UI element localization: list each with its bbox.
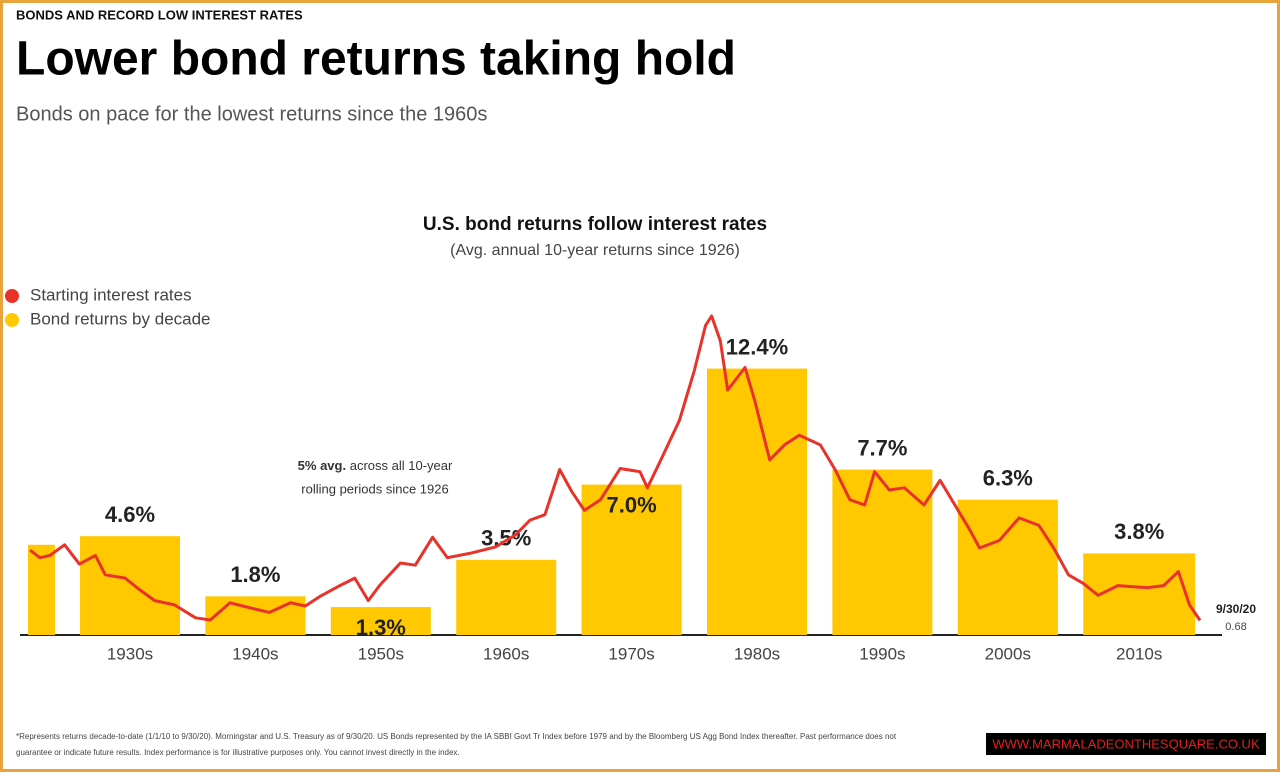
x-tick-label: 1930s bbox=[107, 644, 153, 663]
value-label: 7.0% bbox=[607, 492, 657, 517]
watermark: WWW.MARMALADEONTHESQUARE.CO.UK bbox=[992, 736, 1260, 751]
avg-note-bold: 5% avg. bbox=[298, 458, 346, 473]
avg-note-text: across all 10-year bbox=[350, 458, 453, 473]
value-label: 1.8% bbox=[230, 562, 280, 587]
bar bbox=[80, 536, 180, 635]
legend-swatch bbox=[5, 289, 19, 303]
legend-label: Bond returns by decade bbox=[30, 309, 211, 328]
subtitle: Bonds on pace for the lowest returns sin… bbox=[16, 103, 487, 125]
x-tick-label: 1950s bbox=[358, 644, 404, 663]
avg-note: 5% avg. across all 10-year bbox=[298, 458, 453, 473]
x-tick-label: 1980s bbox=[734, 644, 780, 663]
x-tick-label: 1990s bbox=[859, 644, 905, 663]
value-label: 4.6% bbox=[105, 502, 155, 527]
watermark-box bbox=[986, 733, 1266, 755]
chart-title: U.S. bond returns follow interest rates bbox=[423, 214, 767, 235]
kicker: BONDS AND RECORD LOW INTEREST RATES bbox=[16, 7, 303, 22]
footnote: guarantee or indicate future results. In… bbox=[16, 748, 460, 757]
end-value: 0.68 bbox=[1225, 621, 1246, 633]
avg-note-line2: rolling periods since 1926 bbox=[301, 481, 448, 496]
bar bbox=[330, 607, 431, 635]
x-tick-label: 1960s bbox=[483, 644, 529, 663]
bar bbox=[581, 484, 682, 635]
x-tick-label: 2010s bbox=[1116, 644, 1162, 663]
headline: Lower bond returns taking hold bbox=[16, 33, 736, 86]
bar bbox=[28, 544, 55, 635]
chart-subtitle: (Avg. annual 10-year returns since 1926) bbox=[450, 242, 740, 259]
footnote: *Represents returns decade-to-date (1/1/… bbox=[16, 732, 897, 741]
date-note: 9/30/20 bbox=[1216, 602, 1256, 616]
value-label: 12.4% bbox=[726, 334, 788, 359]
value-label: 3.5% bbox=[481, 526, 531, 551]
legend-swatch bbox=[5, 313, 19, 327]
bar bbox=[456, 559, 557, 635]
value-label: 7.7% bbox=[857, 435, 907, 460]
legend-label: Starting interest rates bbox=[30, 285, 192, 304]
value-label: 1.3% bbox=[356, 615, 406, 640]
x-tick-label: 1970s bbox=[608, 644, 654, 663]
bar bbox=[957, 499, 1058, 635]
rate-line bbox=[29, 314, 1202, 622]
value-label: 3.8% bbox=[1114, 519, 1164, 544]
value-label: 6.3% bbox=[983, 465, 1033, 490]
x-tick-label: 1940s bbox=[232, 644, 278, 663]
x-tick-label: 2000s bbox=[985, 644, 1031, 663]
